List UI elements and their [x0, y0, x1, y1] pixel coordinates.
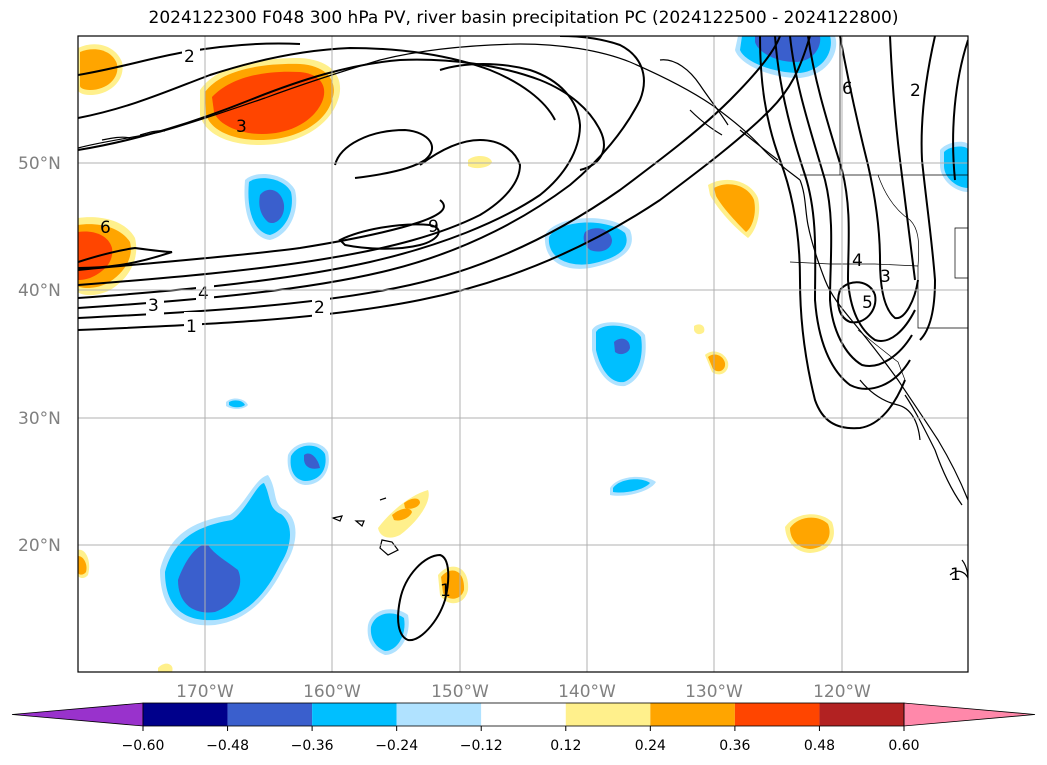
- lon-tick-130w: 130°W: [685, 682, 743, 702]
- lat-tick-labels: 50°N 40°N 30°N 20°N: [18, 154, 61, 556]
- colorbar-extend-low: [11, 702, 144, 727]
- lat-tick-20n: 20°N: [18, 536, 61, 556]
- colorbar-tick-label: −0.24: [375, 738, 418, 754]
- colorbar-extend-high: [903, 702, 1036, 727]
- colorbar-outline: [142, 702, 905, 727]
- negative-anomaly-central: [592, 322, 646, 387]
- pv-label-6-east: 6: [842, 79, 853, 99]
- pv-label-2-north: 2: [184, 47, 195, 67]
- pv-contour-6: [78, 199, 445, 271]
- colorbar-tick-label: 0.48: [804, 738, 835, 754]
- pv-contour-west-spike: [78, 246, 173, 269]
- pv-label-1-southeast: 1: [950, 565, 961, 585]
- colorbar-swatch: [312, 703, 397, 726]
- negative-anomaly-north-pacific: [244, 174, 297, 240]
- graticule: [78, 36, 968, 672]
- colorbar-tick-label: 0.12: [550, 738, 581, 754]
- colorbar-tick-labels: −0.60 −0.48 −0.36 −0.24 −0.12 0.12 0.24 0.36 0.4…: [122, 726, 920, 754]
- colorbar-swatch: [143, 703, 228, 726]
- colorbar-swatch: [650, 703, 735, 726]
- pv-contour-east-6: [889, 36, 916, 281]
- pv-contour-east-5: [839, 36, 919, 320]
- lon-tick-160w: 160°W: [303, 682, 361, 702]
- coastlines: [78, 43, 968, 581]
- colorbar-tick-label: 0.36: [719, 738, 750, 754]
- lat-tick-30n: 30°N: [18, 409, 61, 429]
- pv-contour-east-4: [807, 36, 916, 342]
- lon-tick-150w: 150°W: [431, 682, 489, 702]
- colorbar-swatch: [734, 703, 820, 726]
- pv-label-3-alaska: 3: [236, 117, 247, 137]
- political-boundaries: [789, 36, 968, 381]
- lon-tick-140w: 140°W: [558, 682, 616, 702]
- pv-contour-east-3: [789, 36, 913, 367]
- pv-contour-5: [78, 138, 522, 286]
- pv-label-3-east: 3: [880, 267, 891, 287]
- colorbar-tick-label: 0.24: [635, 738, 666, 754]
- pv-contour-4: [78, 63, 582, 299]
- pv-contour-outer-left: [78, 58, 605, 171]
- pv-contour-1: [78, 36, 811, 331]
- colorbar-tick-label: −0.36: [291, 738, 334, 754]
- pv-label-2: 2: [314, 298, 325, 318]
- pv-contours: [78, 36, 968, 642]
- pv-contour-east-7: [919, 36, 937, 341]
- precip-pc-shading: [78, 36, 968, 672]
- colorbar-tick-label: −0.12: [460, 738, 503, 754]
- pv-contour-hawaii: [397, 553, 450, 642]
- colorbar-swatch: [481, 703, 566, 726]
- pv-contour-outer-left-2: [78, 46, 556, 121]
- pv-contour-inner-lobe: [338, 223, 440, 250]
- pv-contour-2: [78, 36, 781, 319]
- pv-label-4: 4: [198, 284, 209, 304]
- map-frame: [77, 35, 969, 673]
- pv-label-3: 3: [148, 296, 159, 316]
- pv-contour-labels: 1 2 3 4 6 2 1 3 4 5 6 2 1 9 3: [100, 44, 961, 601]
- lon-tick-labels: 170°W 160°W 150°W 140°W 130°W 120°W: [176, 682, 871, 702]
- lat-tick-40n: 40°N: [18, 281, 61, 301]
- colorbar-swatch: [819, 703, 904, 726]
- positive-anomaly-northwest-corner: [78, 44, 123, 95]
- pv-label-6: 6: [100, 218, 111, 238]
- positive-anomaly-small: [78, 156, 834, 672]
- pv-label-1-hawaii: 1: [440, 581, 451, 601]
- pv-label-9: 9: [428, 217, 439, 237]
- colorbar-tick-label: 0.60: [888, 738, 919, 754]
- pv-contour-east-2: [774, 36, 911, 390]
- pv-label-5-east: 5: [862, 293, 873, 313]
- pv-contour-inner-lobe-2: [334, 128, 433, 179]
- colorbar-swatch: [565, 703, 651, 726]
- pv-label-2-east: 2: [910, 81, 921, 101]
- pv-label-4-east: 4: [852, 251, 863, 271]
- lon-tick-120w: 120°W: [813, 682, 871, 702]
- colorbar-tick-label: −0.48: [206, 738, 249, 754]
- colorbar: [11, 702, 1036, 727]
- pv-label-1: 1: [186, 317, 197, 337]
- map-title: 2024122300 F048 300 hPa PV, river basin …: [148, 8, 899, 28]
- lon-tick-170w: 170°W: [176, 682, 234, 702]
- colorbar-tick-label: −0.60: [122, 738, 165, 754]
- lat-tick-50n: 50°N: [18, 154, 61, 174]
- pv-contour-3: [78, 36, 645, 309]
- colorbar-swatch: [396, 703, 482, 726]
- negative-anomaly-hawaii-west: [160, 475, 296, 626]
- pv-contour-east-1: [759, 36, 906, 430]
- colorbar-swatch: [227, 703, 313, 726]
- pv-contour-mini: [837, 281, 877, 324]
